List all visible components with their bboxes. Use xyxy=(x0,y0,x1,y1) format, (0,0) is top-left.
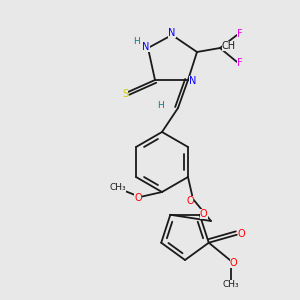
Text: N: N xyxy=(142,42,150,52)
Text: O: O xyxy=(186,196,194,206)
Text: H: H xyxy=(157,100,164,109)
Text: F: F xyxy=(237,29,243,39)
Text: O: O xyxy=(134,193,142,203)
Text: CH: CH xyxy=(222,41,236,51)
Text: CH₃: CH₃ xyxy=(110,184,126,193)
Text: F: F xyxy=(237,58,243,68)
Text: O: O xyxy=(230,258,238,268)
Text: O: O xyxy=(238,229,246,239)
Text: N: N xyxy=(189,76,197,86)
Text: CH₃: CH₃ xyxy=(223,280,239,289)
Text: H: H xyxy=(133,38,140,46)
Text: O: O xyxy=(200,209,208,219)
Text: S: S xyxy=(122,89,128,99)
Text: N: N xyxy=(168,28,176,38)
